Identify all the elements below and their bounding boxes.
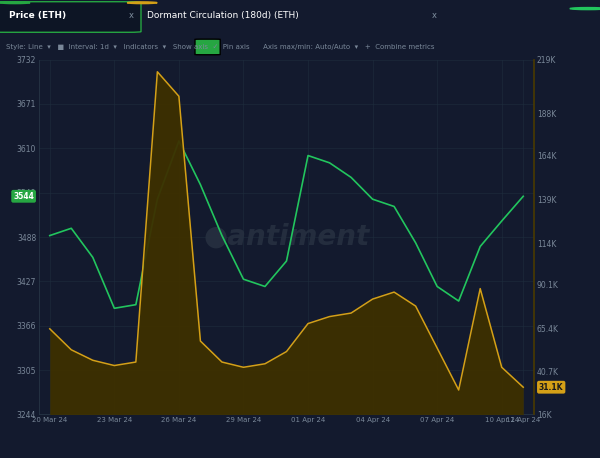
- Text: x: x: [129, 11, 134, 20]
- Text: Dormant Circulation (180d) (ETH): Dormant Circulation (180d) (ETH): [147, 11, 299, 20]
- FancyBboxPatch shape: [195, 39, 220, 55]
- Text: Price (ETH): Price (ETH): [9, 11, 66, 20]
- Text: x: x: [432, 11, 437, 20]
- FancyBboxPatch shape: [0, 2, 141, 32]
- Text: 3544: 3544: [13, 192, 34, 201]
- Circle shape: [570, 7, 600, 10]
- Text: 31.1K: 31.1K: [539, 383, 563, 392]
- Circle shape: [0, 2, 30, 4]
- Text: Style: Line  ▾   ■  Interval: 1d  ▾   Indicators  ▾   Show axis  ✓  Pin axis    : Style: Line ▾ ■ Interval: 1d ▾ Indicator…: [6, 44, 434, 50]
- Circle shape: [127, 2, 157, 4]
- Text: ●antiment: ●antiment: [203, 223, 370, 251]
